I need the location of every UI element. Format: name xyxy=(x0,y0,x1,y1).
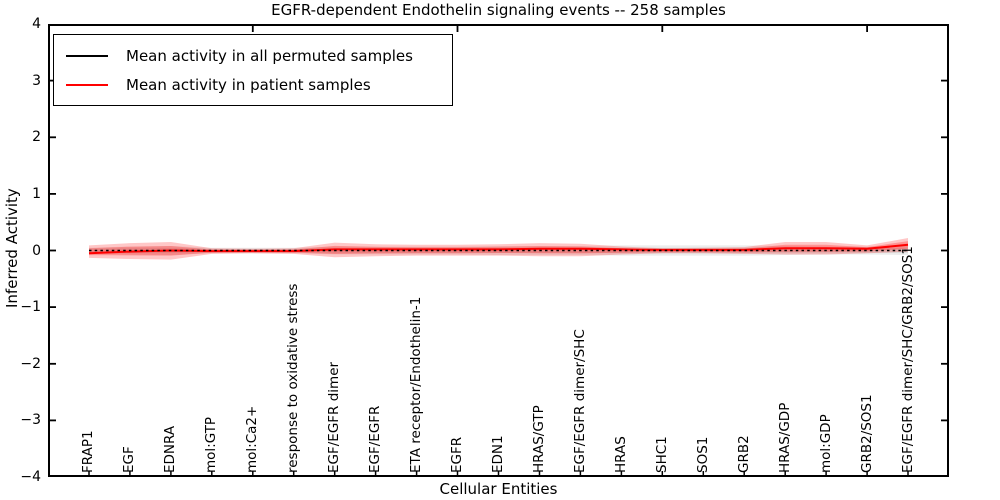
y-tick-label: −4 xyxy=(20,469,41,485)
x-tick-label: SHC1 xyxy=(653,436,670,473)
x-tick-label: EDN1 xyxy=(490,435,506,473)
y-tick-label: −2 xyxy=(20,355,41,372)
x-tick-label: HRAS/GDP xyxy=(776,402,793,473)
legend-entry-label: Mean activity in all permuted samples xyxy=(126,46,413,65)
x-tick-label: EGF/EGFR dimer/SHC xyxy=(571,329,588,473)
legend-patient-line-swatch xyxy=(66,83,108,86)
x-tick-label: ETA receptor/Endothelin-1 xyxy=(408,296,425,473)
legend-box: Mean activity in all permuted samples Mea… xyxy=(53,34,453,106)
legend-entry-label: Mean activity in patient samples xyxy=(126,75,371,94)
y-tick-label: 2 xyxy=(32,129,41,146)
plot-area xyxy=(48,24,949,477)
x-tick-label: EGF xyxy=(121,446,138,473)
x-tick-label: response to oxidative stress xyxy=(285,283,302,473)
x-tick-label: mol:GTP xyxy=(203,416,220,473)
x-tick-label: HRAS/GTP xyxy=(530,405,547,473)
y-tick-label: 4 xyxy=(32,16,41,32)
x-tick-label: HRAS xyxy=(612,436,629,473)
x-tick-label: FRAP1 xyxy=(80,430,97,473)
x-tick-label: EGF/EGFR dimer xyxy=(326,361,343,473)
x-tick-label: EGF/EGFR dimer/SHC/GRB2/SOS1 xyxy=(899,246,916,473)
y-tick-label: 1 xyxy=(32,185,41,202)
patient-mean-line xyxy=(88,243,909,255)
y-tick-label: 3 xyxy=(32,72,41,89)
x-tick-label: EGF/EGFR xyxy=(367,405,384,473)
x-tick-label: mol:Ca2+ xyxy=(244,405,261,473)
legend-entry: Mean activity in all permuted samples xyxy=(66,41,442,70)
x-tick-label: mol:GDP xyxy=(817,414,834,473)
legend-permuted-line-swatch xyxy=(66,54,108,57)
x-tick-label: GRB2 xyxy=(735,435,752,473)
chart-title: EGFR-dependent Endothelin signaling even… xyxy=(271,1,726,19)
x-tick-label: GRB2/SOS1 xyxy=(858,394,875,473)
x-tick-label: SOS1 xyxy=(694,436,711,473)
y-tick-label: 0 xyxy=(32,242,41,259)
permuted-samples-spread-band-outer xyxy=(89,245,908,256)
plot-canvas xyxy=(48,24,949,477)
x-tick-label: EGFR xyxy=(449,436,466,473)
x-axis-label: Cellular Entities xyxy=(439,480,558,498)
legend-entry: Mean activity in patient samples xyxy=(66,70,442,99)
y-tick-label: −3 xyxy=(20,412,41,429)
y-tick-label: −1 xyxy=(20,299,41,316)
x-tick-label: EDNRA xyxy=(162,425,179,473)
